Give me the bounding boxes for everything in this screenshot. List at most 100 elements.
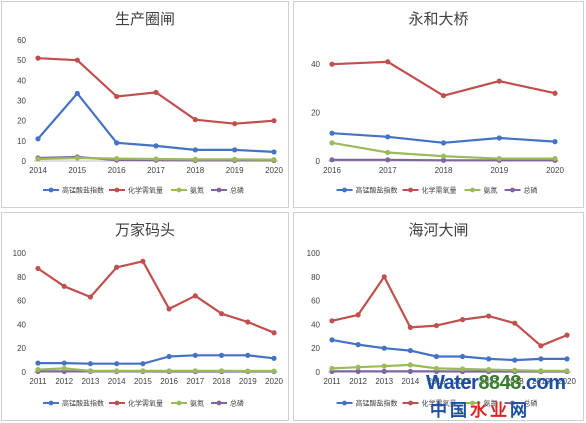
- chart-title: 万家码头: [115, 221, 175, 239]
- watermark-sitename: 中国水业网: [430, 401, 530, 421]
- series-ammonia-nitrogen: [329, 140, 558, 162]
- series-line: [37, 367, 274, 373]
- data-point: [218, 368, 225, 374]
- data-point: [166, 306, 172, 312]
- data-point: [433, 322, 440, 329]
- series-line: [37, 260, 275, 334]
- data-point: [61, 283, 67, 289]
- series-line: [331, 275, 568, 347]
- data-point: [114, 155, 120, 162]
- x-tick-label: 2014: [29, 166, 47, 175]
- data-point: [114, 140, 120, 146]
- x-tick-label: 2011: [323, 377, 341, 386]
- x-tick-label: 2020: [546, 166, 564, 175]
- x-tick-label: 2019: [532, 377, 550, 386]
- data-point: [552, 139, 558, 145]
- series-permanganate-index: [329, 337, 570, 363]
- data-point: [245, 319, 251, 325]
- legend-item-permanganate-index: 高锰酸盐指数: [43, 399, 104, 408]
- data-point: [564, 368, 570, 374]
- legend-marker: [48, 400, 54, 406]
- series-permanganate-index: [329, 130, 558, 146]
- data-point: [496, 155, 502, 162]
- legend-item-total-phosphorus: 总磷: [504, 399, 538, 408]
- y-tick-label: 0: [316, 157, 321, 166]
- data-point: [153, 143, 159, 149]
- legend-label: 氨氮: [484, 399, 498, 408]
- legend-label: 化学需氧量: [128, 399, 163, 408]
- data-point: [166, 353, 172, 360]
- legend-item-ammonia-nitrogen: 氨氮: [464, 399, 498, 408]
- data-point: [329, 337, 335, 343]
- legend-marker: [470, 187, 475, 193]
- data-point: [407, 347, 413, 354]
- y-tick-label: 40: [17, 320, 26, 329]
- series-cod: [329, 59, 558, 99]
- y-tick-label: 0: [22, 157, 27, 166]
- legend-marker: [408, 400, 413, 406]
- legend-item-cod: 化学需氧量: [109, 186, 163, 195]
- legend-item-total-phosphorus: 总磷: [211, 399, 244, 408]
- data-point: [192, 117, 198, 123]
- data-point: [564, 356, 570, 362]
- legend-marker: [216, 400, 222, 406]
- x-tick-label: 2011: [29, 377, 47, 386]
- data-point: [440, 140, 447, 146]
- x-tick-label: 2017: [147, 166, 165, 175]
- data-point: [35, 367, 41, 373]
- data-point: [271, 156, 277, 163]
- data-point: [74, 57, 80, 63]
- series-permanganate-index: [35, 90, 277, 155]
- data-point: [385, 157, 391, 163]
- data-point: [486, 367, 492, 373]
- chart-svg: 永和大桥 0 20 40 2016 2017 2018 2019 2020 高锰酸盐指数 化学需氧量…: [311, 10, 564, 195]
- data-point: [355, 368, 361, 375]
- x-tick-label: 2017: [379, 166, 397, 175]
- legend-item-ammonia-nitrogen: 氨氮: [171, 399, 204, 408]
- data-point: [329, 157, 335, 163]
- y-tick-label: 80: [311, 273, 320, 282]
- data-point: [538, 368, 544, 374]
- chart-title: 生产圈闸: [115, 10, 175, 28]
- legend-marker: [176, 187, 182, 193]
- legend-label: 氨氮: [484, 186, 498, 195]
- series-permanganate-index: [35, 352, 277, 367]
- legend-marker: [114, 187, 120, 193]
- data-point: [245, 352, 251, 358]
- y-tick-label: 60: [17, 297, 26, 306]
- x-tick-label: 2016: [108, 166, 126, 175]
- x-tick-label: 2013: [375, 377, 393, 386]
- data-point: [153, 89, 159, 96]
- legend-item-permanganate-index: 高锰酸盐指数: [336, 399, 398, 408]
- watermark-domain: Water8848.com: [426, 372, 566, 394]
- data-point: [35, 265, 41, 272]
- data-point: [232, 156, 238, 162]
- legend-marker: [342, 400, 347, 406]
- data-point: [512, 367, 518, 373]
- y-tick-label: 60: [311, 297, 320, 306]
- data-point: [407, 362, 413, 368]
- data-point: [192, 293, 198, 299]
- x-tick-label: 2020: [265, 166, 283, 175]
- data-point: [459, 317, 466, 323]
- x-tick-label: 2016: [160, 377, 178, 386]
- watermark-logo: Water8848.com 中国水业网: [426, 372, 584, 421]
- series-cod: [329, 274, 570, 349]
- series-cod: [35, 258, 277, 336]
- y-tick-label: 20: [17, 344, 26, 353]
- x-tick-label: 2019: [490, 166, 508, 175]
- series-ammonia-nitrogen: [35, 155, 277, 163]
- legend-label: 高锰酸盐指数: [62, 186, 104, 195]
- data-point: [538, 356, 544, 362]
- y-tick-label: 0: [316, 368, 321, 377]
- data-point: [329, 140, 335, 146]
- data-point: [381, 368, 387, 375]
- data-point: [140, 258, 146, 264]
- legend-label: 化学需氧量: [422, 399, 457, 408]
- x-tick-label: 2015: [134, 377, 152, 386]
- data-point: [271, 330, 277, 336]
- data-point: [114, 93, 120, 100]
- legend-marker: [510, 400, 515, 406]
- y-tick-label: 20: [311, 109, 320, 118]
- data-point: [355, 312, 361, 318]
